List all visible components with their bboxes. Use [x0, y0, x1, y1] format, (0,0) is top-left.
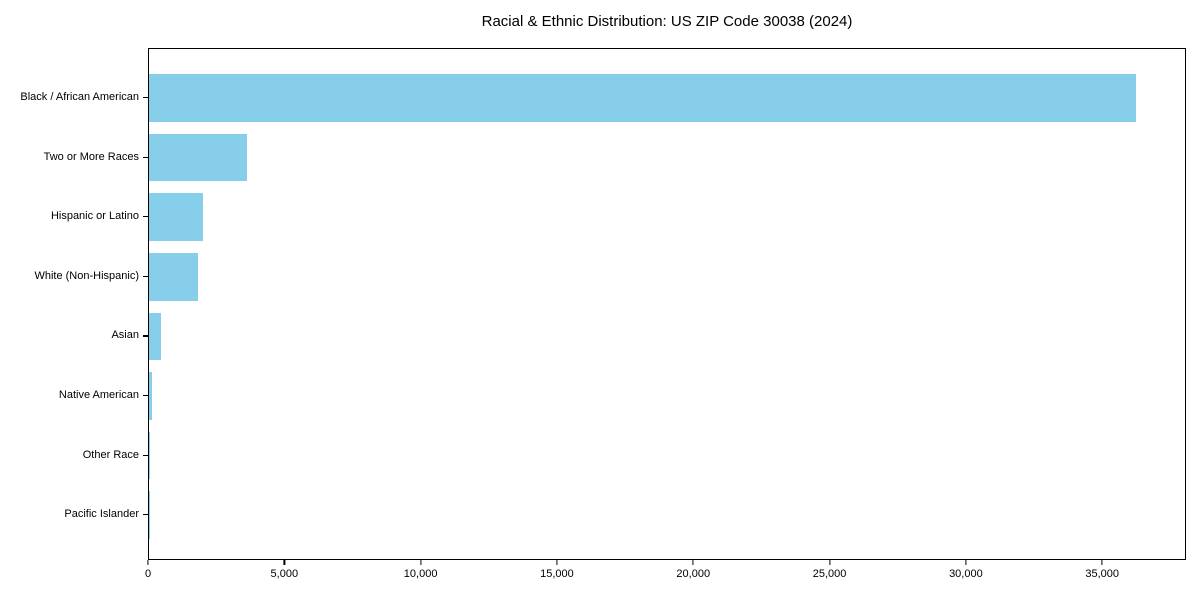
chart-title: Racial & Ethnic Distribution: US ZIP Cod…: [481, 13, 853, 30]
x-tick-label: 20,000: [676, 568, 711, 580]
x-tick-mark: [828, 560, 831, 565]
y-axis: Black / African American Two or More Race…: [0, 48, 148, 560]
y-tick-mark: [143, 156, 148, 158]
y-tick-label: Pacific Islander: [64, 508, 139, 521]
bar: [149, 252, 198, 301]
bar: [149, 372, 152, 420]
y-tick-label: White (Non-Hispanic): [34, 269, 139, 282]
bar: [149, 74, 1136, 122]
x-tick-mark: [965, 560, 967, 565]
y-tick-label: Hispanic or Latino: [50, 210, 139, 223]
x-tick-label: 0: [144, 568, 152, 580]
x-tick-label: 25,000: [812, 568, 847, 580]
y-tick-mark: [143, 97, 148, 99]
y-tick-label: Two or More Races: [43, 150, 139, 163]
y-tick-mark: [143, 454, 148, 456]
bar: [149, 133, 247, 182]
x-tick-mark: [420, 560, 422, 565]
x-tick-label: 15,000: [540, 568, 574, 580]
bar: [149, 193, 203, 242]
y-tick-mark: [143, 275, 148, 277]
y-tick-label: Native American: [58, 389, 139, 401]
x-tick-label: 35,000: [1085, 568, 1120, 580]
x-tick-label: 30,000: [949, 568, 983, 580]
y-tick-label: Asian: [111, 329, 139, 342]
y-tick-label: Black / African American: [20, 91, 139, 103]
y-tick-mark: [143, 395, 148, 397]
bar: [149, 312, 161, 361]
x-tick-mark: [692, 560, 694, 565]
bar: [149, 431, 151, 480]
x-axis: 0 5,000 10,000 15,000 20,000 25,000 30,000 35,0…: [144, 560, 1186, 596]
y-tick-mark: [143, 514, 148, 516]
y-tick-mark: [143, 335, 148, 337]
y-tick-mark: [143, 216, 148, 218]
x-tick-label: 10,000: [403, 568, 438, 580]
x-tick-mark: [556, 560, 558, 565]
x-tick-mark: [147, 560, 149, 565]
x-tick-label: 5,000: [270, 568, 299, 580]
x-tick-mark: [1101, 560, 1103, 565]
plot-area: [148, 48, 1186, 560]
x-tick-mark: [283, 560, 285, 565]
y-tick-label: Other Race: [82, 448, 139, 461]
